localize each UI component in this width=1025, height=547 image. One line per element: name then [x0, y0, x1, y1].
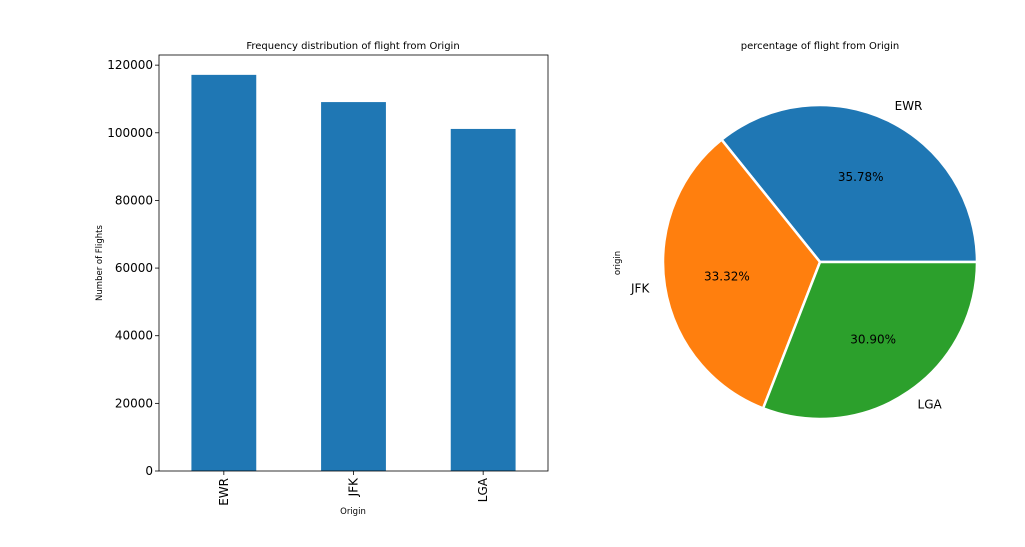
bar-y-axis-ticks: 0 20000 40000 60000 80000 100000 120000 — [107, 58, 159, 478]
bar-ewr — [191, 74, 257, 471]
pie-percent-ewr: 35.78% — [838, 170, 884, 184]
bar-chart: Frequency distribution of flight from Or… — [95, 41, 549, 517]
pie-slice-lga — [761, 260, 979, 421]
bar-lga — [450, 128, 516, 471]
pie-chart: percentage of flight from Origin origin … — [613, 41, 979, 421]
x-tick-label-jfk: JFK — [347, 477, 361, 497]
y-tick-label: 120000 — [107, 58, 153, 72]
bar-x-axis-ticks: EWR JFK LGA — [217, 471, 490, 506]
pie-percent-lga: 30.90% — [850, 333, 896, 347]
pie-y-axis-label: origin — [613, 251, 623, 275]
y-tick-label: 0 — [145, 464, 153, 478]
x-tick-label-lga: LGA — [476, 477, 490, 502]
y-tick-label: 40000 — [115, 329, 153, 343]
bar-jfk — [321, 102, 386, 472]
y-tick-label: 100000 — [107, 126, 153, 140]
y-tick-label: 80000 — [115, 193, 153, 207]
pie-chart-title: percentage of flight from Origin — [741, 41, 899, 52]
y-tick-label: 20000 — [115, 396, 153, 410]
bar-chart-title: Frequency distribution of flight from Or… — [246, 41, 459, 52]
bar-group — [191, 74, 516, 472]
bar-x-axis-label: Origin — [340, 507, 366, 517]
y-tick-label: 60000 — [115, 261, 153, 275]
pie-label-jfk: JFK — [630, 281, 650, 295]
pie-label-ewr: EWR — [895, 99, 923, 113]
bar-y-axis-label: Number of Flights — [95, 224, 105, 300]
pie-slice-jfk — [661, 138, 822, 410]
pie-label-lga: LGA — [918, 398, 943, 412]
pie-slices — [661, 103, 979, 421]
x-tick-label-ewr: EWR — [217, 478, 231, 506]
pie-labels: EWR 35.78% JFK 33.32% LGA 30.90% — [630, 99, 942, 411]
pie-percent-jfk: 33.32% — [704, 269, 750, 283]
pie-slice-ewr — [720, 103, 979, 264]
